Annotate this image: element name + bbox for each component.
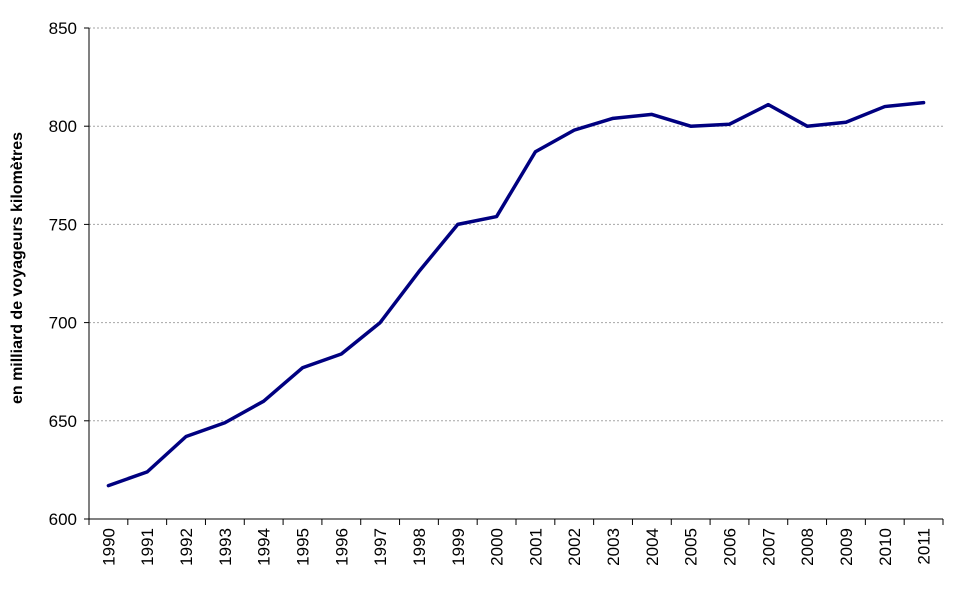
x-tick-labels: 1990 1991 1992 1993 1994 1995 1996 1997 1998 1999… bbox=[99, 528, 933, 566]
x-tick-label: 1998 bbox=[410, 528, 429, 566]
y-tick-label: 750 bbox=[49, 215, 77, 234]
x-tick-label: 2005 bbox=[682, 528, 701, 566]
y-axis-label: en milliard de voyageurs kilomètres bbox=[9, 132, 26, 404]
x-tick-label: 2002 bbox=[565, 528, 584, 566]
axes bbox=[84, 27, 944, 525]
x-tick-label: 2008 bbox=[798, 528, 817, 566]
x-tick-label: 1991 bbox=[138, 528, 157, 566]
x-tick-label: 2000 bbox=[488, 528, 507, 566]
x-tick-label: 1996 bbox=[332, 528, 351, 566]
series-layer bbox=[106, 100, 926, 488]
x-tick-label: 1997 bbox=[371, 528, 390, 566]
x-tick-label: 2007 bbox=[759, 528, 778, 566]
gridlines bbox=[89, 27, 943, 422]
x-tick-label: 2011 bbox=[915, 528, 934, 565]
x-tick-label: 1990 bbox=[99, 528, 118, 566]
x-tick-label: 1993 bbox=[216, 528, 235, 566]
y-tick-labels: 600 650 700 750 800 850 bbox=[49, 19, 77, 529]
y-tick-label: 800 bbox=[49, 117, 77, 136]
x-tick-label: 2006 bbox=[721, 528, 740, 566]
x-tick-label: 1995 bbox=[294, 528, 313, 566]
x-tick-label: 1994 bbox=[255, 528, 274, 566]
series-line bbox=[106, 100, 926, 488]
x-tick-label: 2010 bbox=[876, 528, 895, 566]
y-tick-label: 650 bbox=[49, 412, 77, 431]
x-tick-label: 2004 bbox=[643, 528, 662, 566]
x-tick-label: 2001 bbox=[526, 528, 545, 566]
y-tick-label: 850 bbox=[49, 19, 77, 38]
x-tick-label: 2009 bbox=[837, 528, 856, 566]
x-tick-label: 1992 bbox=[177, 528, 196, 566]
y-tick-label: 700 bbox=[49, 314, 77, 333]
y-tick-label: 600 bbox=[49, 510, 77, 529]
x-tick-label: 1999 bbox=[449, 528, 468, 566]
x-tick-label: 2003 bbox=[604, 528, 623, 566]
